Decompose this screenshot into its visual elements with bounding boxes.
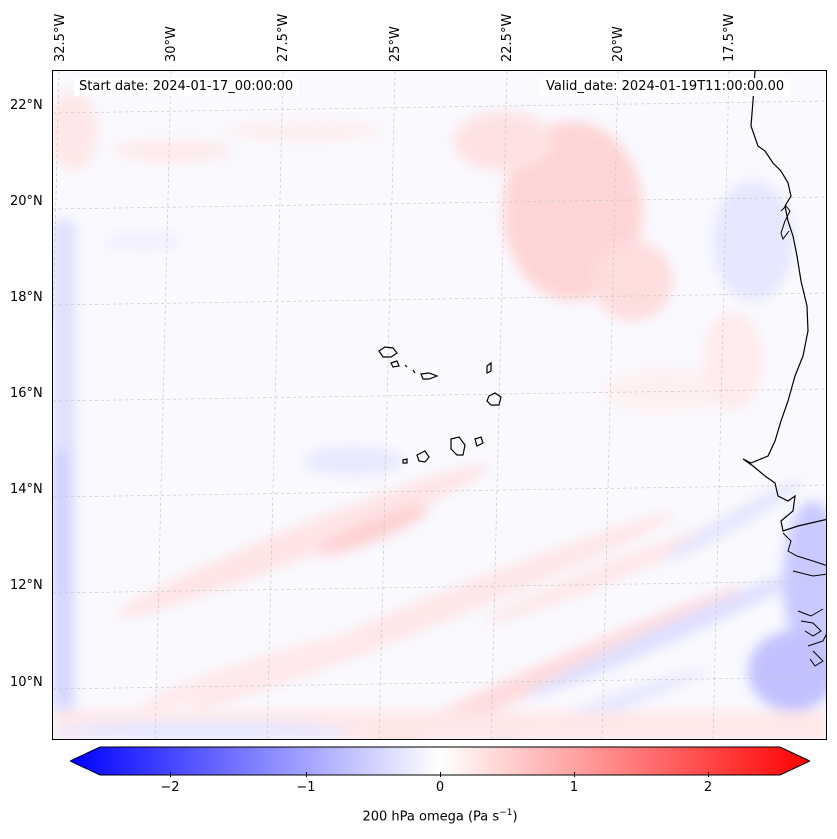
- omega-field-map: [53, 71, 826, 739]
- start-date-label: Start date: 2024-01-17_00:00:00: [74, 78, 299, 96]
- lon-label-32-5w: 32.5°W: [53, 13, 68, 62]
- colorbar-label-text: 200 hPa omega (Pa s: [362, 809, 500, 825]
- cb-tickmark-0: [440, 772, 441, 777]
- cb-tickmark-neg2: [170, 772, 171, 777]
- lat-label-10n: 10°N: [10, 675, 43, 690]
- cb-tick-label-1: 1: [569, 780, 579, 795]
- valid-date-label: Valid_date: 2024-01-19T11:00:00.00: [540, 78, 791, 96]
- coastline-detail: [782, 532, 826, 667]
- graticule: [53, 71, 826, 739]
- lon-label-27-5w: 27.5°W: [276, 13, 291, 62]
- map-panel: [52, 70, 827, 740]
- lat-label-20n: 20°N: [10, 194, 43, 209]
- lon-label-20w: 20°W: [611, 26, 626, 62]
- colorbar-label-exponent: −1: [499, 808, 513, 818]
- lat-label-16n: 16°N: [10, 386, 43, 401]
- cb-tickmark-1: [574, 772, 575, 777]
- lat-label-22n: 22°N: [10, 98, 43, 113]
- senegal-cape: [780, 205, 791, 241]
- cb-tickmark-neg1: [306, 772, 307, 777]
- cb-tick-label-neg1: −1: [296, 780, 316, 795]
- lon-label-17-5w: 17.5°W: [722, 13, 737, 62]
- colorbar-label: 200 hPa omega (Pa s−1): [0, 808, 837, 824]
- cb-tickmark-2: [708, 772, 709, 777]
- cb-tick-label-0: 0: [435, 780, 445, 795]
- cb-tick-label-neg2: −2: [160, 780, 180, 795]
- cb-tick-label-2: 2: [703, 780, 713, 795]
- lat-label-14n: 14°N: [10, 482, 43, 497]
- lat-label-18n: 18°N: [10, 290, 43, 305]
- africa-coastline: [742, 71, 826, 532]
- lon-label-25w: 25°W: [388, 26, 403, 62]
- colorbar-label-end: ): [512, 809, 518, 825]
- lat-label-12n: 12°N: [10, 578, 43, 593]
- cape-verde-islands: [378, 346, 502, 464]
- lon-label-22-5w: 22.5°W: [500, 13, 515, 62]
- lon-label-30w: 30°W: [164, 26, 179, 62]
- omega-shading: [53, 91, 826, 739]
